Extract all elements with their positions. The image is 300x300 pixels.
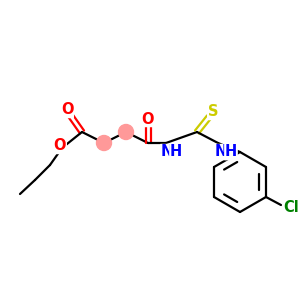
Text: O: O bbox=[61, 103, 73, 118]
Text: N: N bbox=[161, 145, 173, 160]
Circle shape bbox=[118, 124, 134, 140]
Text: O: O bbox=[54, 139, 66, 154]
Text: Cl: Cl bbox=[283, 200, 299, 214]
Text: S: S bbox=[208, 104, 218, 119]
Text: H: H bbox=[225, 145, 237, 160]
Text: H: H bbox=[170, 145, 182, 160]
Circle shape bbox=[97, 136, 112, 151]
Text: N: N bbox=[215, 145, 227, 160]
Text: O: O bbox=[142, 112, 154, 127]
